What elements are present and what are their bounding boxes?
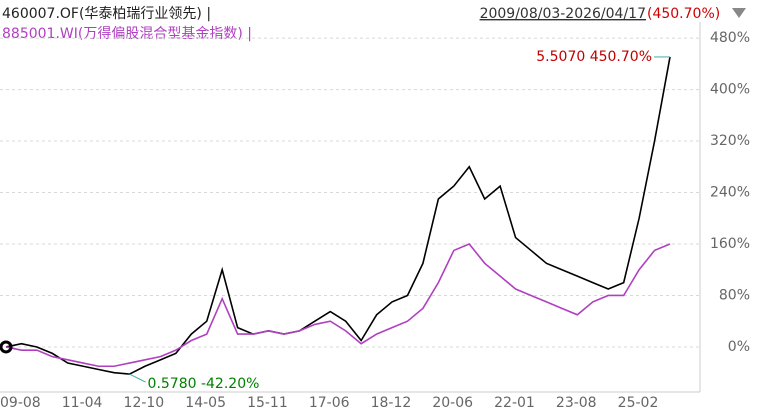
line-series <box>5 243 671 368</box>
x-tick-label: 25-02 <box>618 395 659 411</box>
x-tick-label: 23-08 <box>556 395 597 411</box>
x-tick-label: 09-08 <box>0 395 41 411</box>
x-tick-label: 17-06 <box>309 395 350 411</box>
y-tick-label: 80% <box>719 287 750 303</box>
y-tick-label: 0% <box>728 339 750 355</box>
x-tick-label: 20-06 <box>432 395 473 411</box>
min-annotation: 0.5780 -42.20% <box>148 376 260 392</box>
total-return: (450.70%) <box>647 6 720 22</box>
x-tick-label: 18-12 <box>371 395 412 411</box>
y-tick-label: 160% <box>710 236 750 252</box>
index-title: 885001.WI(万得偏股混合型基金指数) | <box>2 25 252 42</box>
date-range[interactable]: 2009/08/03-2026/04/17 <box>480 6 646 22</box>
fund-title: 460007.OF(华泰柏瑞行业领先) | <box>2 6 211 22</box>
max-annotation: 5.5070 450.70% <box>536 49 652 65</box>
x-tick-label: 14-05 <box>185 395 226 411</box>
x-tick-label: 22-01 <box>494 395 535 411</box>
annotation-arrow <box>129 373 146 383</box>
y-tick-label: 480% <box>710 30 750 46</box>
start-marker <box>0 340 13 354</box>
dropdown-arrow[interactable] <box>732 8 746 18</box>
y-tick-label: 400% <box>710 82 750 98</box>
line-series <box>5 56 671 375</box>
x-tick-label: 15-11 <box>247 395 288 411</box>
x-tick-label: 11-04 <box>62 395 103 411</box>
y-tick-label: 320% <box>710 133 750 149</box>
y-tick-label: 240% <box>710 185 750 201</box>
x-tick-label: 12-10 <box>124 395 165 411</box>
